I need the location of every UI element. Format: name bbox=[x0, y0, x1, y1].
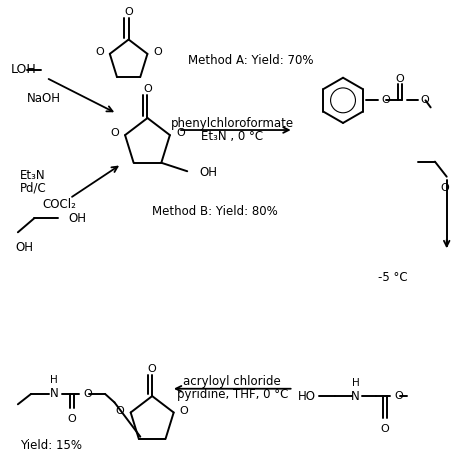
Text: COCl₂: COCl₂ bbox=[43, 198, 77, 210]
Text: OH: OH bbox=[16, 241, 34, 254]
Text: acryloyl chloride: acryloyl chloride bbox=[183, 375, 281, 388]
Text: O: O bbox=[95, 47, 104, 57]
Text: O: O bbox=[180, 406, 189, 416]
Text: Yield: 15%: Yield: 15% bbox=[20, 439, 82, 452]
Text: Method B: Yield: 80%: Method B: Yield: 80% bbox=[152, 205, 278, 218]
Text: O: O bbox=[381, 424, 389, 434]
Text: O: O bbox=[421, 95, 429, 105]
Text: O: O bbox=[68, 414, 76, 424]
Text: O: O bbox=[116, 406, 125, 416]
Text: phenylchloroformate: phenylchloroformate bbox=[171, 118, 294, 130]
Text: H: H bbox=[352, 378, 360, 388]
Text: O: O bbox=[440, 183, 449, 193]
Text: O: O bbox=[382, 95, 391, 105]
Text: pyridine, THF, 0 °C: pyridine, THF, 0 °C bbox=[177, 388, 288, 401]
Text: -5 °C: -5 °C bbox=[378, 272, 408, 284]
Text: O: O bbox=[153, 47, 162, 57]
Text: Et₃N , 0 °C: Et₃N , 0 °C bbox=[201, 130, 264, 143]
Text: H: H bbox=[50, 375, 58, 385]
Text: O: O bbox=[396, 73, 404, 84]
Text: NaOH: NaOH bbox=[27, 92, 61, 105]
Text: OH: OH bbox=[68, 212, 86, 225]
Text: N: N bbox=[50, 387, 59, 401]
Text: Pd/C: Pd/C bbox=[20, 182, 47, 195]
Text: O: O bbox=[110, 128, 119, 138]
Text: O: O bbox=[148, 364, 156, 374]
Text: O: O bbox=[124, 7, 133, 17]
Text: Et₃N: Et₃N bbox=[20, 169, 46, 182]
Text: O: O bbox=[143, 84, 152, 94]
Text: N: N bbox=[351, 390, 360, 403]
Text: O: O bbox=[394, 391, 403, 401]
Text: LOH: LOH bbox=[11, 63, 36, 76]
Text: O: O bbox=[176, 128, 185, 138]
Text: O: O bbox=[83, 389, 92, 399]
Text: HO: HO bbox=[298, 390, 316, 403]
Text: Method A: Yield: 70%: Method A: Yield: 70% bbox=[188, 54, 313, 67]
Text: OH: OH bbox=[199, 166, 217, 179]
